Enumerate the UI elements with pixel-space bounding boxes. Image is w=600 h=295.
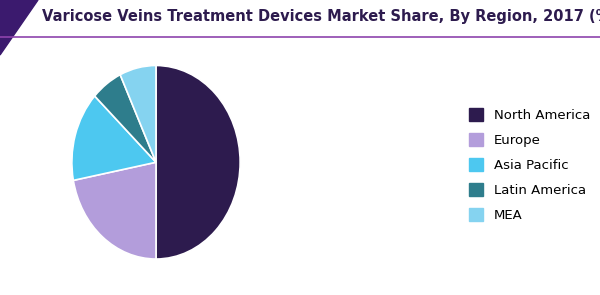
Wedge shape [120, 65, 156, 162]
Legend: North America, Europe, Asia Pacific, Latin America, MEA: North America, Europe, Asia Pacific, Lat… [469, 108, 590, 222]
Text: Varicose Veins Treatment Devices Market Share, By Region, 2017 (%): Varicose Veins Treatment Devices Market … [42, 9, 600, 24]
Polygon shape [0, 0, 38, 55]
Wedge shape [73, 162, 156, 259]
Wedge shape [156, 65, 240, 259]
Wedge shape [95, 75, 156, 162]
Wedge shape [72, 96, 156, 180]
